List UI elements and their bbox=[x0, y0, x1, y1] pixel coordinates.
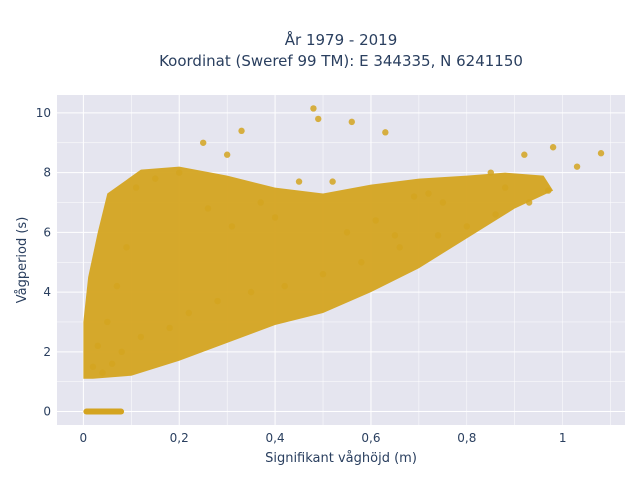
scatter-point bbox=[166, 324, 173, 332]
x-tick-label: 0 bbox=[80, 431, 88, 445]
scatter-point bbox=[89, 363, 97, 370]
y-tick-label: 4 bbox=[43, 285, 51, 299]
scatter-point bbox=[315, 115, 322, 123]
scatter-point bbox=[573, 163, 581, 170]
scatter-point bbox=[223, 151, 231, 158]
scatter-point bbox=[463, 223, 471, 230]
scatter-point bbox=[104, 318, 111, 326]
scatter-point bbox=[439, 199, 447, 206]
x-tick-label: 1 bbox=[559, 431, 567, 445]
y-tick-label: 10 bbox=[36, 106, 51, 120]
x-tick-label: 0,6 bbox=[361, 431, 380, 445]
scatter-point bbox=[132, 184, 140, 191]
x-tick-label: 0,4 bbox=[266, 431, 285, 445]
scatter-point bbox=[271, 214, 279, 221]
x-tick-label: 0,2 bbox=[170, 431, 189, 445]
scatter-point bbox=[247, 288, 255, 296]
scatter-point bbox=[358, 259, 365, 266]
scatter-point bbox=[185, 309, 193, 317]
chart-title-line1: År 1979 - 2019 bbox=[285, 30, 398, 49]
scatter-point bbox=[501, 184, 509, 191]
scatter-point bbox=[281, 282, 288, 290]
scatter-point bbox=[99, 369, 106, 376]
scatter-point bbox=[372, 217, 379, 224]
scatter-point bbox=[525, 199, 533, 206]
scatter-points bbox=[89, 105, 605, 376]
scatter-point bbox=[204, 205, 212, 212]
scatter-point bbox=[137, 333, 145, 341]
scatter-point bbox=[597, 150, 605, 157]
scatter-point bbox=[319, 270, 327, 278]
scatter-point bbox=[391, 232, 399, 239]
scatter-point bbox=[410, 193, 418, 200]
scatter-point bbox=[228, 223, 236, 230]
scatter-point bbox=[549, 144, 557, 151]
y-tick-label: 6 bbox=[43, 225, 51, 239]
scatter-point bbox=[382, 129, 389, 136]
x-tick-label: 0,8 bbox=[457, 431, 476, 445]
scatter-point bbox=[329, 178, 336, 185]
scatter-point bbox=[343, 229, 351, 236]
zero-period-points bbox=[83, 408, 125, 415]
x-axis-ticks: 0 0,2 0,4 0,6 0,8 1 bbox=[80, 431, 567, 445]
scatter-point bbox=[123, 244, 130, 251]
scatter-point bbox=[113, 282, 121, 290]
scatter-point bbox=[521, 151, 528, 158]
scatter-point bbox=[310, 105, 317, 112]
scatter-point bbox=[434, 232, 442, 239]
scatter-point bbox=[199, 139, 207, 146]
x-axis-label: Signifikant våghöjd (m) bbox=[265, 451, 417, 466]
chart-title-line2: Koordinat (Sweref 99 TM): E 344335, N 62… bbox=[159, 52, 523, 70]
scatter-point bbox=[152, 175, 159, 182]
scatter-point bbox=[492, 211, 499, 218]
scatter-point bbox=[487, 169, 494, 176]
dense-point-region bbox=[83, 166, 554, 379]
y-axis-ticks: 0 2 4 6 8 10 bbox=[36, 106, 51, 419]
scatter-point bbox=[396, 244, 403, 251]
scatter-point bbox=[118, 348, 125, 356]
scatter-point bbox=[348, 118, 355, 126]
y-tick-label: 8 bbox=[43, 166, 51, 180]
y-tick-label: 2 bbox=[43, 345, 51, 359]
scatter-point bbox=[425, 190, 432, 197]
y-axis-label: Vågperiod (s) bbox=[15, 217, 30, 304]
scatter-point bbox=[214, 297, 221, 305]
scatter-point bbox=[94, 342, 101, 350]
scatter-point bbox=[176, 169, 183, 176]
scatter-point bbox=[545, 187, 552, 194]
scatter-point bbox=[257, 199, 264, 206]
scatter-point bbox=[295, 178, 303, 185]
y-tick-label: 0 bbox=[43, 405, 51, 419]
scatter-point bbox=[238, 127, 245, 135]
point-cloud bbox=[83, 166, 554, 415]
scatter-point bbox=[108, 360, 116, 367]
